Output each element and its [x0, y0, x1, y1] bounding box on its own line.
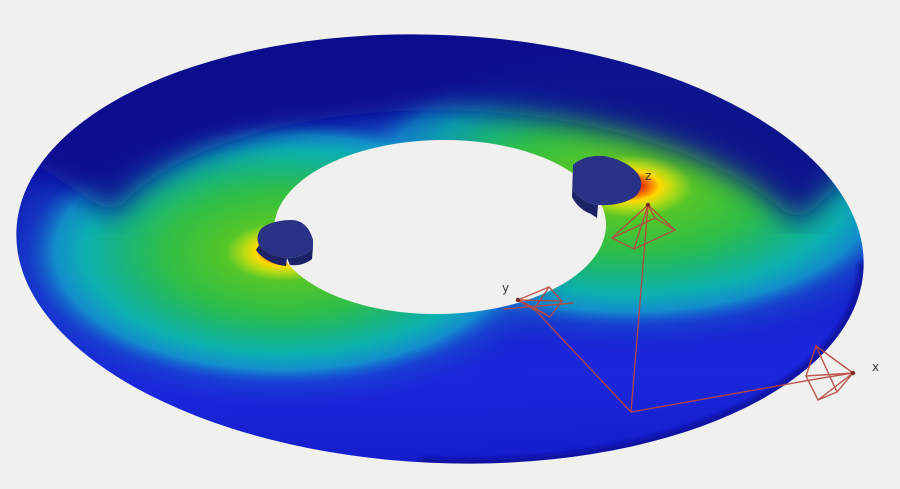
x-axis-line	[630, 372, 854, 413]
z-axis-label: z	[645, 169, 651, 183]
right-pad	[572, 155, 642, 218]
inner-hole-top-edge	[282, 156, 598, 220]
left-pad	[256, 220, 313, 266]
coordinate-triad	[503, 204, 854, 413]
disc-bottom-edge	[419, 261, 866, 466]
right-pad-top-face	[573, 155, 642, 206]
z-axis-arrowhead	[610, 204, 677, 250]
disc-top-rim-shade	[5, 0, 893, 225]
right-pad-side-face	[572, 166, 598, 218]
y-axis-line	[535, 310, 632, 413]
y-axis-arrowhead	[503, 285, 574, 318]
x-axis-label: x	[872, 360, 879, 374]
y-axis-label: y	[502, 281, 509, 295]
x-tip-dot	[850, 370, 856, 376]
y-tip-dot	[515, 297, 521, 303]
x-axis-arrowhead	[805, 344, 854, 401]
left-pad-side-face	[256, 245, 313, 266]
z-axis-line	[630, 204, 649, 413]
left-pad-top-face	[257, 220, 313, 258]
z-tip-dot	[645, 202, 651, 208]
triad-tip-dots	[515, 202, 856, 376]
axis-labels: z y x	[502, 169, 879, 374]
